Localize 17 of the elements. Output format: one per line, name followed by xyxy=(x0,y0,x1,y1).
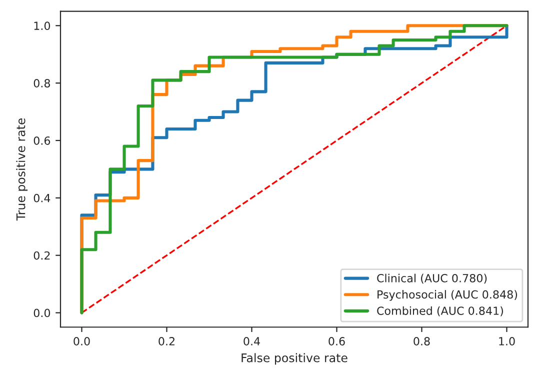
x-tick-label: 0.0 xyxy=(74,337,90,346)
x-tick-label: 0.4 xyxy=(244,337,260,346)
y-tick-label: 0.0 xyxy=(34,308,50,318)
y-tick-label: 0.6 xyxy=(34,136,50,145)
legend-label: Clinical (AUC 0.780) xyxy=(377,274,487,284)
y-tick-label: 0.4 xyxy=(34,194,50,202)
x-tick-label: 0.8 xyxy=(414,337,430,346)
x-tick-label: 0.6 xyxy=(328,337,345,346)
y-tick-label: 1.0 xyxy=(34,22,50,30)
x-tick-label: 1.0 xyxy=(499,337,515,346)
x-tick-label: 0.2 xyxy=(158,337,174,346)
y-axis-title: True positive rate xyxy=(16,118,28,221)
legend-label: Psychosocial (AUC 0.848) xyxy=(378,290,518,301)
y-tick-label: 0.2 xyxy=(34,251,50,260)
legend-label: Combined (AUC 0.841) xyxy=(377,306,503,316)
x-axis-title: False positive rate xyxy=(242,353,348,365)
y-tick-label: 0.8 xyxy=(34,79,50,88)
